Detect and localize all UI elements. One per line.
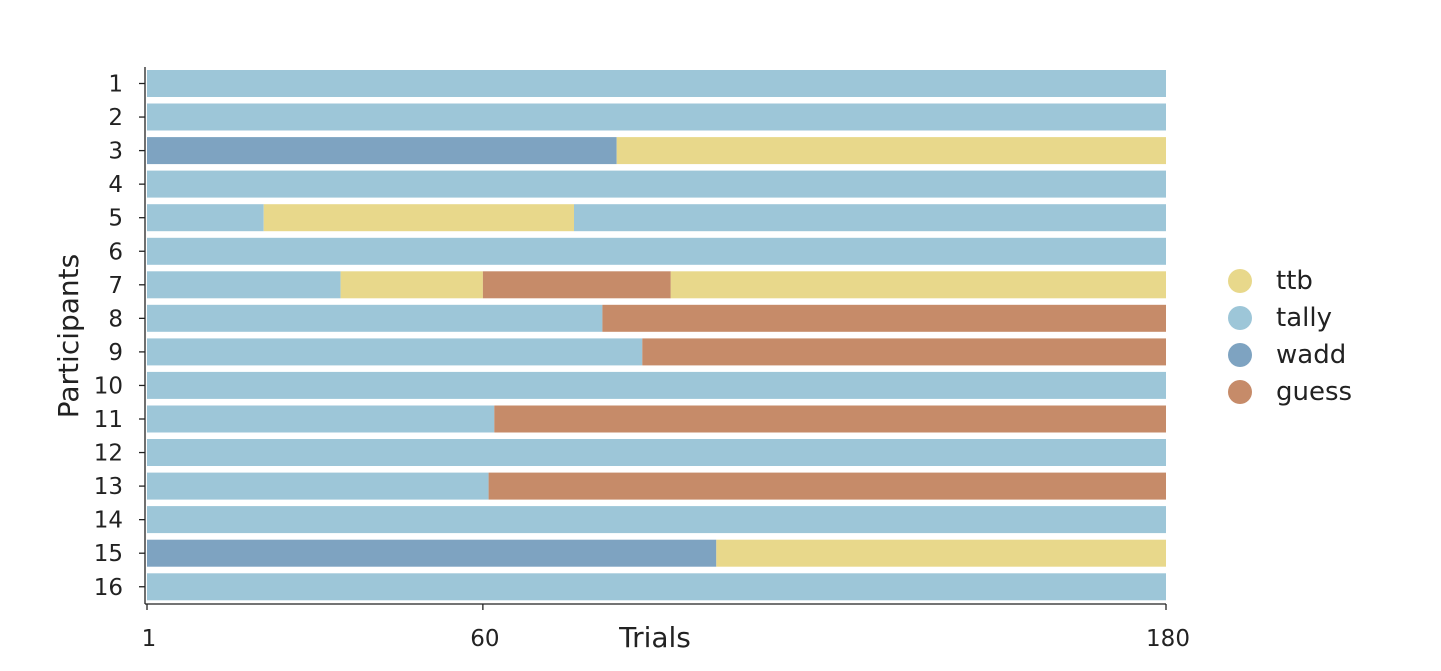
legend-label: tally — [1276, 302, 1332, 333]
segment-p13-guess — [488, 472, 1167, 500]
segment-p15-ttb — [716, 539, 1166, 567]
segment-p1-tally — [147, 70, 1166, 97]
x-axis: 1 60 180 — [142, 603, 1190, 652]
legend-swatch-guess — [1228, 379, 1252, 404]
segment-p7-ttb — [340, 271, 483, 299]
y-tick-label: 14 — [94, 508, 123, 534]
segment-p8-guess — [602, 304, 1166, 332]
x-tick-label: 60 — [470, 626, 499, 652]
y-tick-label: 8 — [108, 306, 123, 332]
segment-p11-tally — [147, 405, 495, 433]
legend-swatch-ttb — [1228, 268, 1252, 293]
y-tick-label: 4 — [108, 172, 123, 198]
segment-p3-ttb — [616, 137, 1166, 165]
legend: ttb tally wadd guess — [1228, 262, 1352, 410]
segment-p10-tally — [147, 371, 1166, 399]
y-tick-label: 9 — [108, 340, 123, 366]
segment-p3-wadd — [147, 137, 617, 165]
y-tick-label: 1 — [108, 72, 123, 98]
segment-p2-tally — [147, 103, 1166, 131]
segment-p16-tally — [147, 573, 1166, 601]
segment-p5-tally — [147, 204, 264, 232]
y-tick-label: 10 — [94, 373, 123, 399]
segment-p4-tally — [147, 170, 1166, 198]
y-tick-label: 15 — [94, 541, 123, 567]
x-axis-label: Trials — [618, 621, 691, 654]
y-tick-label: 6 — [108, 239, 123, 265]
y-tick-label: 16 — [94, 575, 123, 601]
segment-p13-tally — [147, 472, 489, 500]
y-tick-label: 11 — [94, 407, 123, 433]
segment-p6-tally — [147, 237, 1166, 265]
legend-item-ttb: ttb — [1228, 262, 1352, 299]
legend-item-guess: guess — [1228, 373, 1352, 410]
y-tick-label: 12 — [94, 441, 123, 467]
segment-p14-tally — [147, 506, 1166, 534]
legend-item-tally: tally — [1228, 299, 1352, 336]
y-tick-label: 3 — [108, 139, 123, 165]
y-tick-label: 5 — [108, 206, 123, 232]
legend-label: ttb — [1276, 265, 1313, 296]
y-axis-label: Participants — [52, 254, 85, 418]
legend-label: guess — [1276, 376, 1353, 407]
segment-p5-tally — [574, 204, 1166, 232]
segment-p7-guess — [482, 271, 671, 299]
y-tick-label: 13 — [94, 474, 123, 500]
x-tick-label: 180 — [1146, 626, 1190, 652]
legend-label: wadd — [1276, 339, 1347, 370]
segment-p7-tally — [147, 271, 341, 299]
segment-p7-ttb — [670, 271, 1166, 299]
segment-p9-tally — [147, 338, 643, 366]
segment-p15-wadd — [147, 539, 717, 567]
x-tick-label: 1 — [142, 626, 157, 652]
legend-swatch-wadd — [1228, 342, 1252, 367]
segment-p8-tally — [147, 304, 603, 332]
y-tick-label: 7 — [108, 273, 123, 299]
segment-p5-ttb — [263, 204, 574, 232]
bars-layer — [147, 70, 1167, 601]
legend-item-wadd: wadd — [1228, 336, 1352, 373]
y-tick-label: 2 — [108, 105, 123, 131]
segment-p11-guess — [494, 405, 1166, 433]
segment-p9-guess — [642, 338, 1166, 366]
segment-p12-tally — [147, 439, 1166, 466]
legend-swatch-tally — [1228, 305, 1252, 330]
